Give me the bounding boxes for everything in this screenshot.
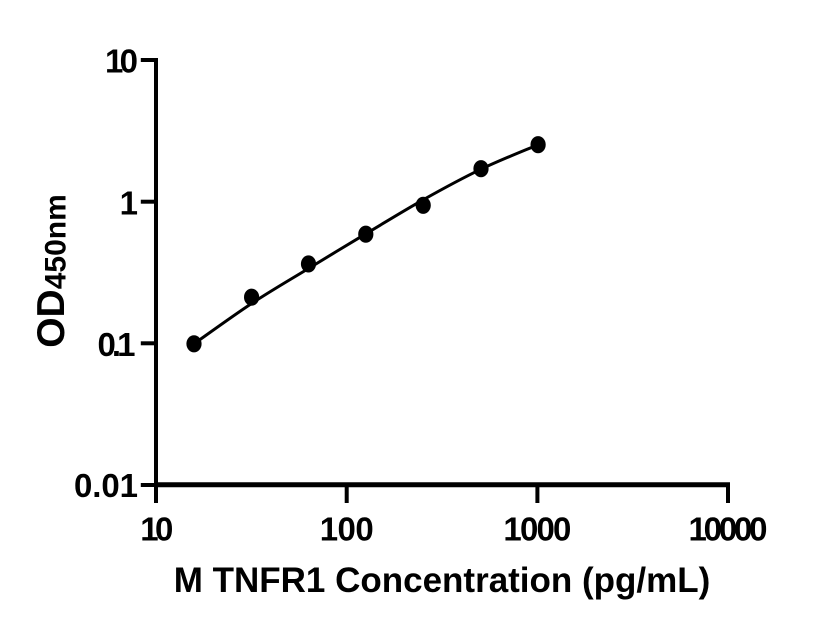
svg-text:M TNFR1 Concentration (pg/mL): M TNFR1 Concentration (pg/mL) <box>174 561 711 600</box>
svg-text:10000: 10000 <box>689 511 768 548</box>
svg-text:1000: 1000 <box>503 511 571 548</box>
svg-text:10: 10 <box>140 511 173 548</box>
svg-text:0.1: 0.1 <box>98 326 136 363</box>
svg-text:0.01: 0.01 <box>74 467 138 504</box>
svg-text:100: 100 <box>320 511 374 548</box>
svg-text:10: 10 <box>105 43 138 80</box>
svg-text:OD450nm: OD450nm <box>30 194 73 348</box>
svg-text:1: 1 <box>120 184 138 221</box>
